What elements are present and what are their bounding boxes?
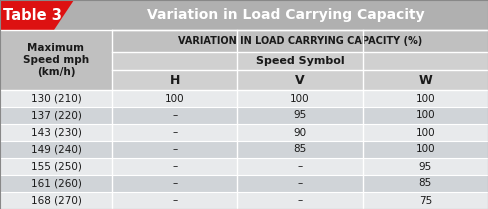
Text: 168 (270): 168 (270) [31, 195, 81, 205]
Bar [112, 52, 488, 70]
Text: 95: 95 [293, 111, 306, 121]
Text: Maximum
Speed mph
(km/h): Maximum Speed mph (km/h) [23, 43, 89, 77]
Text: 143 (230): 143 (230) [31, 127, 81, 138]
Text: 149 (240): 149 (240) [31, 144, 81, 154]
Text: 100: 100 [415, 144, 435, 154]
Text: 85: 85 [419, 178, 432, 189]
Text: Speed Symbol: Speed Symbol [256, 56, 345, 66]
Bar [112, 30, 488, 52]
Text: 130 (210): 130 (210) [31, 93, 81, 103]
Text: VARIATION IN LOAD CARRYING CAPACITY (%): VARIATION IN LOAD CARRYING CAPACITY (%) [178, 36, 422, 46]
Bar [0, 90, 488, 107]
Bar [112, 70, 488, 90]
Text: –: – [297, 178, 303, 189]
Text: –: – [172, 144, 177, 154]
Text: –: – [172, 111, 177, 121]
Text: –: – [172, 127, 177, 138]
Bar [0, 192, 488, 209]
Text: W: W [418, 74, 432, 87]
Text: 155 (250): 155 (250) [31, 162, 81, 172]
Text: Variation in Load Carrying Capacity: Variation in Load Carrying Capacity [147, 8, 425, 22]
Text: –: – [172, 195, 177, 205]
Text: 85: 85 [293, 144, 306, 154]
Text: Table 3: Table 3 [2, 8, 61, 23]
Text: 100: 100 [415, 111, 435, 121]
Text: 161 (260): 161 (260) [31, 178, 81, 189]
Text: –: – [297, 195, 303, 205]
Text: H: H [169, 74, 180, 87]
Polygon shape [54, 0, 74, 30]
Text: 100: 100 [165, 93, 184, 103]
Text: 100: 100 [415, 93, 435, 103]
Text: –: – [172, 178, 177, 189]
Bar [0, 0, 74, 30]
Text: –: – [172, 162, 177, 172]
Bar [0, 158, 488, 175]
Bar [0, 175, 488, 192]
Text: 100: 100 [290, 93, 310, 103]
Text: –: – [297, 162, 303, 172]
Bar [0, 124, 488, 141]
Bar [0, 30, 112, 90]
Text: 75: 75 [419, 195, 432, 205]
Text: 90: 90 [293, 127, 306, 138]
Text: V: V [295, 74, 305, 87]
Bar [0, 107, 488, 124]
Text: 100: 100 [415, 127, 435, 138]
Bar [0, 141, 488, 158]
Text: 95: 95 [419, 162, 432, 172]
Text: 137 (220): 137 (220) [31, 111, 81, 121]
Bar [0, 0, 488, 30]
